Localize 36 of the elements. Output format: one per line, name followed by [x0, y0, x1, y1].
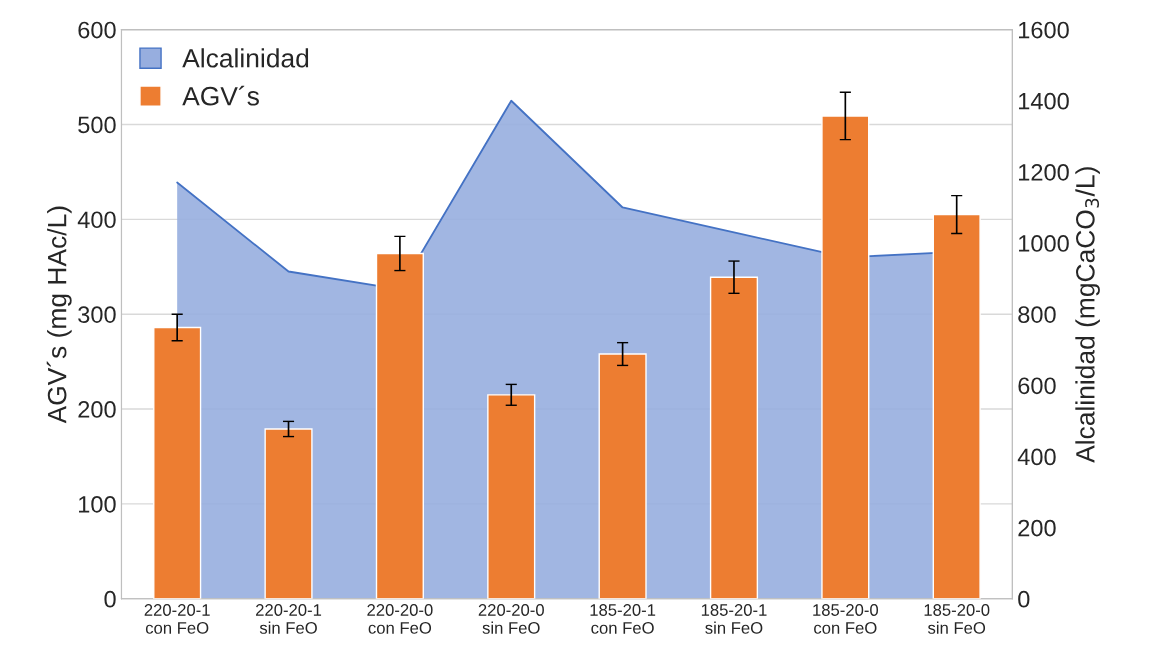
bar: [821, 115, 870, 599]
y2-tick-label: 400: [1017, 448, 1056, 466]
bar: [153, 326, 202, 599]
legend-label: AGV´s: [182, 85, 259, 106]
y2-tick-label: 1200: [1019, 163, 1069, 181]
y2-tick-label: 200: [1018, 519, 1056, 537]
y-tick-label: 600: [78, 21, 116, 39]
y2-tick-label: 600: [1018, 377, 1056, 395]
y-tick-label: 100: [79, 495, 116, 513]
x-tick-label: 185-20-1 sin FeO: [701, 604, 767, 634]
x-tick-label: 220-20-0 sin FeO: [478, 604, 544, 634]
x-tick-label: 185-20-0 con FeO: [813, 604, 879, 634]
bar: [487, 394, 536, 599]
x-tick-label: 220-20-1 sin FeO: [256, 604, 322, 634]
y-tick-label: 0: [104, 590, 116, 608]
bar: [709, 276, 759, 599]
bar: [264, 428, 313, 599]
y-tick-label: 500: [78, 116, 116, 134]
y-axis-title: AGV´s (mg HAc/L): [46, 206, 72, 424]
bar: [932, 213, 981, 599]
x-tick-label: 185-20-0 sin FeO: [924, 604, 990, 634]
y-tick-label: 200: [78, 401, 116, 418]
y2-tick-label: 1400: [1019, 92, 1069, 110]
y2-tick-label: 0: [1018, 590, 1030, 608]
x-tick-label: 220-20-1 con FeO: [144, 604, 210, 634]
legend-label: Alcalinidad: [182, 48, 309, 68]
y2-tick-label: 800: [1018, 306, 1056, 323]
x-tick-label: 220-20-0 con FeO: [367, 604, 433, 634]
y2-tick-label: 1000: [1019, 235, 1069, 252]
y-tick-label: 400: [77, 211, 116, 229]
x-tick-label: 185-20-1 con FeO: [590, 604, 656, 634]
bar: [598, 353, 647, 599]
y2-tick-label: 1600: [1019, 21, 1069, 39]
y-tick-label: 300: [78, 306, 116, 323]
y2-axis-title: Alcalinidad (mgCaCO$_{3}$/L): [1075, 167, 1100, 463]
bar: [375, 252, 424, 599]
